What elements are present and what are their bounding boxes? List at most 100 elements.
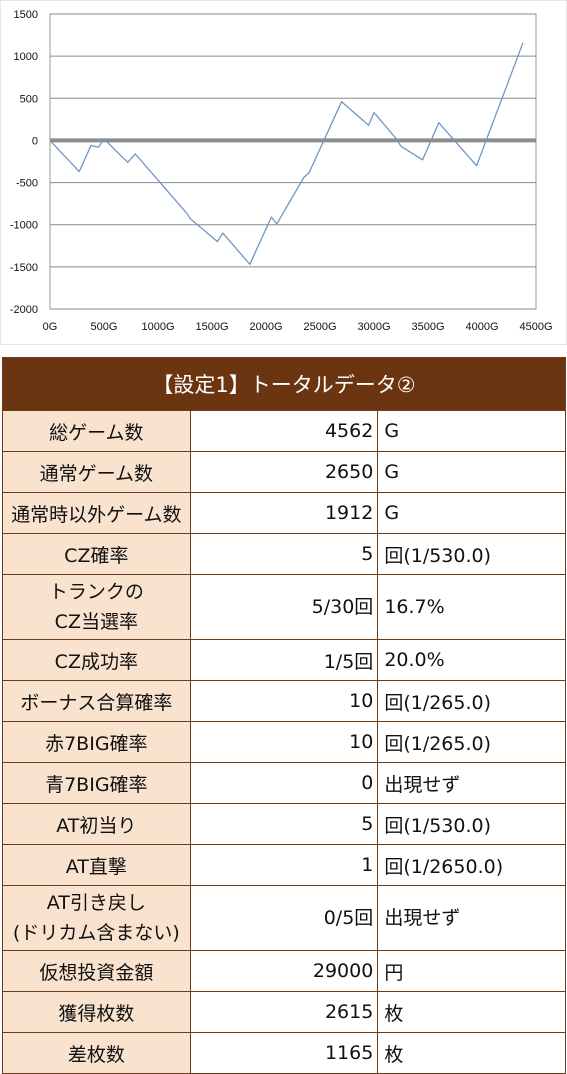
table-row: 総ゲーム数 4562 G	[2, 410, 566, 452]
row-unit: 出現せず	[377, 885, 566, 951]
row-unit: 20.0%	[377, 639, 566, 681]
x-tick-label: 3000G	[357, 321, 390, 333]
row-unit: 回(1/265.0)	[377, 680, 566, 722]
table-row: 獲得枚数 2615 枚	[2, 991, 566, 1033]
row-label-line: 総ゲーム数	[49, 421, 144, 444]
row-value: 1/5回	[189, 639, 379, 681]
x-tick-label: 4500G	[519, 321, 552, 333]
x-tick-label: 1500G	[195, 321, 228, 333]
x-tick-label: 1000G	[141, 321, 174, 333]
x-tick-label: 2000G	[249, 321, 282, 333]
row-label-line: CZ確率	[64, 544, 129, 567]
row-label: トランクの CZ当選率	[2, 574, 191, 640]
row-value: 1912	[189, 492, 379, 534]
row-unit: 回(1/265.0)	[377, 721, 566, 763]
table-row: 差枚数 1165 枚	[2, 1032, 566, 1074]
table-row: ボーナス合算確率 10 回(1/265.0)	[2, 680, 566, 722]
table-row: 通常時以外ゲーム数 1912 G	[2, 492, 566, 534]
y-tick-label: -2000	[10, 304, 38, 316]
row-label: AT直撃	[2, 844, 191, 886]
row-unit: 16.7%	[377, 574, 566, 640]
line-chart: 1500 1000 500 0 -500 -1000 -1500 -2000 0G 500G 100…	[0, 0, 567, 345]
table-row: 赤7BIG確率 10 回(1/265.0)	[2, 721, 566, 763]
y-tick-label: -1500	[10, 262, 38, 274]
row-label-line: 差枚数	[67, 1043, 125, 1066]
y-tick-label: -500	[16, 178, 38, 190]
row-label-line: ボーナス合算確率	[20, 691, 173, 714]
row-label: CZ確率	[2, 533, 191, 575]
row-unit: G	[377, 410, 566, 452]
row-value: 1165	[189, 1032, 379, 1074]
row-label-line: CZ当選率	[54, 611, 138, 633]
x-tick-label: 2500G	[303, 321, 336, 333]
row-value: 29000	[189, 950, 379, 992]
row-unit: 枚	[377, 991, 566, 1033]
row-value: 0/5回	[189, 885, 379, 951]
table-header-row: 【設定1】トータルデータ②	[2, 357, 566, 411]
row-value: 5	[189, 803, 379, 845]
table-row: トランクの CZ当選率 5/30回 16.7%	[2, 574, 566, 640]
row-label: CZ成功率	[2, 639, 191, 681]
x-tick-label: 0G	[43, 321, 58, 333]
row-label: 獲得枚数	[2, 991, 191, 1033]
row-unit: 枚	[377, 1032, 566, 1074]
row-label: 差枚数	[2, 1032, 191, 1074]
row-unit: 回(1/530.0)	[377, 533, 566, 575]
x-tick-label: 500G	[91, 321, 118, 333]
total-data-table: 【設定1】トータルデータ② 総ゲーム数 4562 G 通常ゲーム数 2650 G 通常時以外…	[2, 357, 566, 1074]
row-value: 4562	[189, 410, 379, 452]
row-label-line: 獲得枚数	[58, 1002, 135, 1025]
row-label: 総ゲーム数	[2, 410, 191, 452]
x-tick-label: 4000G	[465, 321, 498, 333]
row-label: 通常ゲーム数	[2, 451, 191, 493]
row-label-line: (ドリカム含まない)	[12, 922, 180, 944]
row-value: 1	[189, 844, 379, 886]
table-row: 通常ゲーム数 2650 G	[2, 451, 566, 493]
row-label-line: AT引き戻し	[46, 892, 146, 914]
table-row: 仮想投資金額 29000 円	[2, 950, 566, 992]
table-row: 青7BIG確率 0 出現せず	[2, 762, 566, 804]
y-tick-label: 500	[20, 93, 38, 105]
row-unit: G	[377, 492, 566, 534]
row-label-line: 仮想投資金額	[39, 961, 154, 984]
row-label: AT初当り	[2, 803, 191, 845]
row-label-line: 通常ゲーム数	[39, 462, 154, 485]
row-value: 10	[189, 680, 379, 722]
table-title: 【設定1】トータルデータ②	[2, 357, 566, 411]
row-label-line: 赤7BIG確率	[45, 732, 148, 755]
table-row: AT直撃 1 回(1/2650.0)	[2, 844, 566, 886]
table-row: CZ確率 5 回(1/530.0)	[2, 533, 566, 575]
chart-canvas: 1500 1000 500 0 -500 -1000 -1500 -2000 0G 500G 100…	[0, 0, 567, 345]
row-unit: 円	[377, 950, 566, 992]
row-unit: 回(1/530.0)	[377, 803, 566, 845]
row-value: 5	[189, 533, 379, 575]
x-tick-label: 3500G	[411, 321, 444, 333]
table-row: AT引き戻し (ドリカム含まない) 0/5回 出現せず	[2, 885, 566, 951]
row-label: 青7BIG確率	[2, 762, 191, 804]
y-tick-label: 1000	[14, 51, 38, 63]
row-label: 通常時以外ゲーム数	[2, 492, 191, 534]
row-value: 2615	[189, 991, 379, 1033]
row-value: 10	[189, 721, 379, 763]
row-unit: G	[377, 451, 566, 493]
row-label-line: AT直撃	[65, 855, 127, 878]
row-value: 5/30回	[189, 574, 379, 640]
row-label: 赤7BIG確率	[2, 721, 191, 763]
row-label: 仮想投資金額	[2, 950, 191, 992]
row-label: ボーナス合算確率	[2, 680, 191, 722]
y-tick-label: -1000	[10, 220, 38, 232]
y-tick-label: 1500	[14, 9, 38, 21]
chart-background	[0, 0, 567, 345]
row-unit: 回(1/2650.0)	[377, 844, 566, 886]
row-label-line: CZ成功率	[54, 650, 138, 673]
row-label: AT引き戻し (ドリカム含まない)	[2, 885, 191, 951]
row-label-line: トランクの	[48, 581, 144, 603]
series-line	[49, 42, 524, 265]
row-label-line: 青7BIG確率	[45, 773, 148, 796]
row-unit: 出現せず	[377, 762, 566, 804]
table-row: CZ成功率 1/5回 20.0%	[2, 639, 566, 681]
y-tick-label: 0	[32, 135, 38, 147]
table-row: AT初当り 5 回(1/530.0)	[2, 803, 566, 845]
row-label-line: AT初当り	[56, 814, 137, 837]
row-value: 0	[189, 762, 379, 804]
